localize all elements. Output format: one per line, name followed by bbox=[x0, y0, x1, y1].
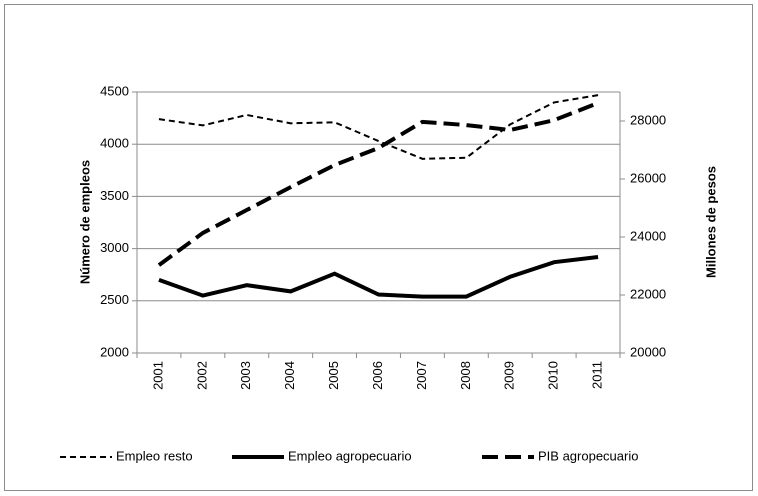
legend-label: Empleo resto bbox=[116, 448, 193, 463]
x-tick-label: 2001 bbox=[150, 361, 165, 390]
y-tick-label: 4500 bbox=[100, 83, 129, 98]
x-tick-label: 2007 bbox=[414, 361, 429, 390]
chart-frame bbox=[4, 4, 753, 491]
x-tick-label: 2010 bbox=[546, 361, 561, 390]
y2-tick-label: 24000 bbox=[630, 228, 666, 243]
x-tick-label: 2008 bbox=[458, 361, 473, 390]
x-tick-label: 2003 bbox=[238, 361, 253, 390]
y2-tick-label: 26000 bbox=[630, 170, 666, 185]
y2-tick-label: 20000 bbox=[630, 344, 666, 359]
legend-label: PIB agropecuario bbox=[538, 448, 638, 463]
series-line bbox=[157, 101, 599, 267]
y2-tick-label: 28000 bbox=[630, 112, 666, 127]
x-tick-label: 2009 bbox=[502, 361, 517, 390]
y-tick-label: 3000 bbox=[100, 240, 129, 255]
x-tick-label: 2005 bbox=[326, 361, 341, 390]
y-tick-label: 2500 bbox=[100, 292, 129, 307]
legend-label: Empleo agropecuario bbox=[288, 448, 412, 463]
y-axis-label: Número de empleos bbox=[77, 160, 92, 284]
x-tick-label: 2002 bbox=[194, 361, 209, 390]
y-tick-label: 2000 bbox=[100, 344, 129, 359]
y-tick-label: 3500 bbox=[100, 188, 129, 203]
series-line bbox=[158, 254, 599, 299]
y2-tick-label: 22000 bbox=[630, 286, 666, 301]
x-tick-label: 2006 bbox=[370, 361, 385, 390]
x-tick-label: 2004 bbox=[282, 361, 297, 390]
y-tick-label: 4000 bbox=[100, 136, 129, 151]
x-tick-label: 2011 bbox=[589, 361, 604, 389]
series-line bbox=[158, 94, 599, 160]
y2-axis-label: Millones de pesos bbox=[703, 166, 718, 278]
